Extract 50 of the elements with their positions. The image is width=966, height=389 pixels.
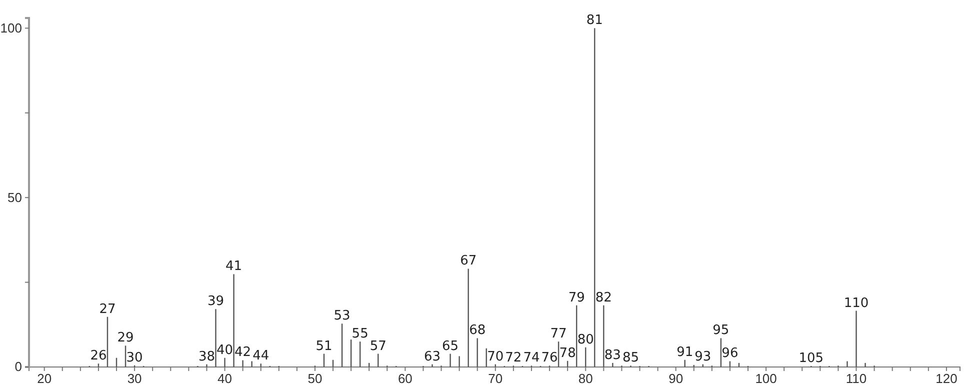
annotation: 51 bbox=[316, 338, 332, 354]
annotation: 85 bbox=[622, 350, 639, 366]
annotation: 95 bbox=[712, 323, 730, 338]
annotation: 80 bbox=[577, 332, 594, 348]
x-tick-label: 110 bbox=[846, 371, 867, 386]
x-tick-label: 90 bbox=[668, 371, 684, 386]
annotation: 40 bbox=[216, 342, 234, 358]
x-tick-label: 70 bbox=[488, 371, 503, 386]
annotation: 72 bbox=[505, 350, 522, 366]
x-tick-label: 30 bbox=[127, 371, 142, 386]
annotation: 110 bbox=[844, 296, 869, 311]
annotation: 96 bbox=[722, 346, 738, 362]
annotation: 70 bbox=[487, 349, 504, 364]
annotation: 65 bbox=[442, 338, 459, 354]
annotation: 39 bbox=[207, 294, 224, 310]
annotation: 74 bbox=[523, 350, 540, 366]
annotation: 68 bbox=[469, 323, 486, 338]
annotation: 105 bbox=[798, 350, 824, 366]
x-tick-label: 120 bbox=[936, 371, 958, 386]
annotation: 30 bbox=[126, 350, 143, 366]
x-tick-label: 60 bbox=[398, 371, 412, 386]
annotation: 57 bbox=[370, 338, 386, 354]
annotation: 67 bbox=[460, 254, 477, 269]
annotation: 91 bbox=[676, 344, 694, 360]
annotation: 77 bbox=[550, 326, 567, 342]
annotation: 79 bbox=[568, 290, 585, 306]
annotation: 53 bbox=[334, 308, 350, 324]
x-tick-label: 100 bbox=[755, 371, 777, 386]
annotation: 27 bbox=[99, 302, 116, 317]
annotation: 29 bbox=[117, 330, 134, 346]
annotation: 44 bbox=[252, 348, 270, 364]
annotation: 55 bbox=[352, 326, 368, 342]
annotation: 83 bbox=[604, 348, 621, 363]
annotation: 81 bbox=[586, 13, 603, 28]
x-tick-label: 80 bbox=[578, 371, 593, 386]
y-tick-label: 100 bbox=[0, 20, 22, 36]
annotation: 42 bbox=[234, 345, 252, 360]
annotation: 93 bbox=[694, 349, 712, 364]
y-tick-label: 50 bbox=[8, 190, 22, 205]
annotation: 78 bbox=[559, 346, 576, 361]
annotation: 63 bbox=[424, 349, 441, 364]
annotation: 26 bbox=[90, 348, 107, 364]
annotation: 82 bbox=[595, 290, 612, 306]
x-tick-label: 50 bbox=[308, 371, 322, 386]
y-tick-label: 0 bbox=[14, 359, 22, 374]
annotation: 38 bbox=[198, 349, 215, 364]
annotation: 76 bbox=[541, 350, 558, 366]
x-tick-label: 40 bbox=[218, 371, 232, 386]
annotation: 41 bbox=[226, 259, 242, 274]
x-tick-label: 20 bbox=[37, 371, 52, 386]
